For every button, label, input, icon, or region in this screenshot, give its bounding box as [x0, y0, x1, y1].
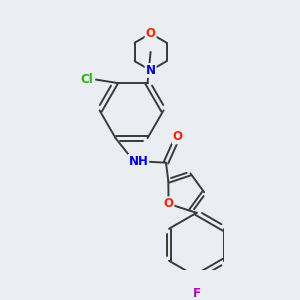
Text: O: O [146, 27, 156, 40]
Text: NH: NH [128, 155, 148, 168]
Text: F: F [193, 287, 201, 300]
Text: N: N [146, 64, 156, 77]
Text: O: O [173, 130, 183, 143]
Text: Cl: Cl [80, 73, 93, 86]
Text: O: O [164, 197, 173, 210]
